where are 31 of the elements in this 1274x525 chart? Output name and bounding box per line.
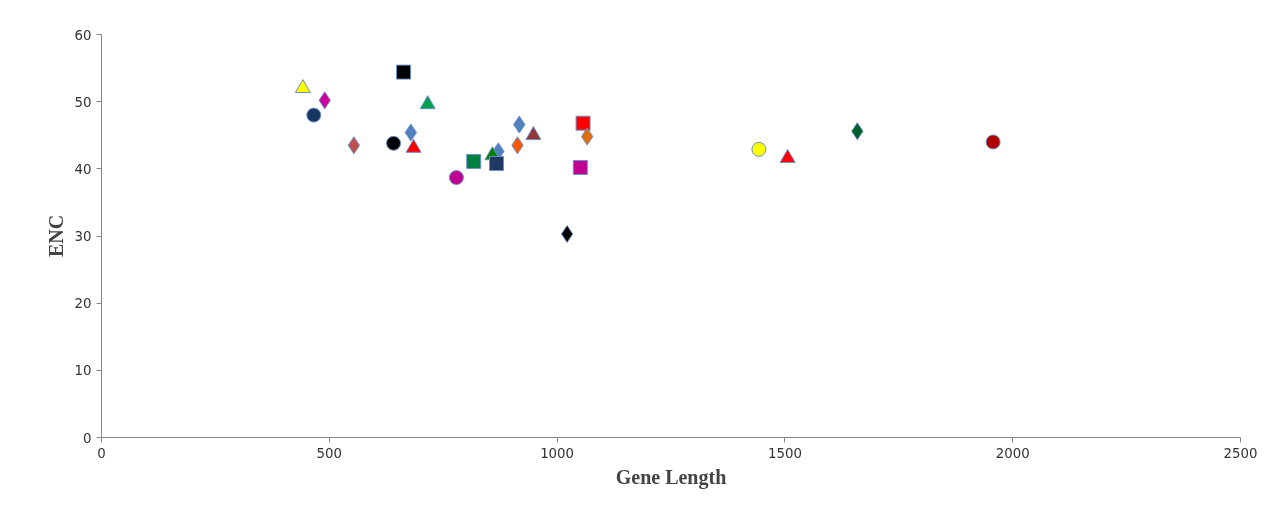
point xyxy=(294,79,311,94)
x-tick-label: 500 xyxy=(316,445,343,461)
y-axis-title: ENC xyxy=(44,214,67,258)
y-tick-label: 40 xyxy=(74,161,92,177)
point xyxy=(985,134,1001,150)
point xyxy=(560,224,574,243)
y-tick-label: 20 xyxy=(74,296,92,312)
x-tick-label: 0 xyxy=(97,445,106,461)
point xyxy=(572,159,588,175)
point xyxy=(306,107,322,123)
y-tick-label: 0 xyxy=(83,430,92,446)
point xyxy=(448,170,464,186)
point xyxy=(396,64,412,80)
y-tick-label: 30 xyxy=(74,229,92,244)
point xyxy=(575,115,591,131)
y-tick-label: 50 xyxy=(74,94,92,110)
point xyxy=(347,136,361,155)
point xyxy=(404,123,418,142)
point xyxy=(525,126,542,141)
x-tick-label: 1500 xyxy=(767,445,802,461)
point xyxy=(751,141,767,157)
x-tick-label: 2500 xyxy=(1223,445,1258,461)
point xyxy=(419,95,436,110)
y-tick-label: 60 xyxy=(74,27,92,43)
point xyxy=(386,135,402,151)
x-tick-label: 2000 xyxy=(995,445,1030,461)
x-axis-title: Gene Length xyxy=(615,465,727,489)
y-tick-label: 10 xyxy=(74,363,92,379)
point xyxy=(489,155,505,171)
point xyxy=(466,153,482,169)
x-tick-label: 1000 xyxy=(540,445,575,461)
